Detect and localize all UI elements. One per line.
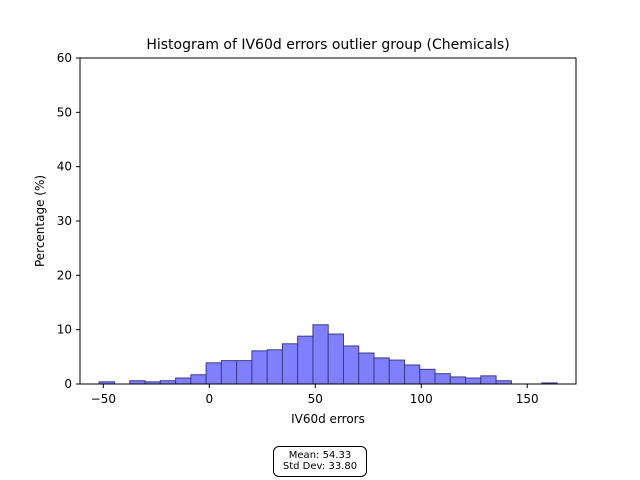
histogram-bar — [312, 324, 329, 385]
histogram-bar — [404, 364, 421, 385]
y-tick-label: 20 — [57, 268, 72, 282]
y-tick-label: 10 — [57, 323, 72, 337]
histogram-bar — [220, 360, 238, 385]
stats-mean: Mean: 54.33 — [288, 450, 352, 461]
histogram-bar — [236, 360, 253, 385]
histogram-bar — [388, 359, 406, 385]
histogram-bar — [465, 377, 482, 385]
stats-box: Mean: 54.33 Std Dev: 33.80 — [273, 446, 367, 477]
y-tick-label: 30 — [57, 214, 72, 228]
histogram-bar — [373, 357, 390, 385]
y-tick-label: 0 — [64, 377, 72, 391]
y-tick-label: 60 — [57, 51, 72, 65]
histogram-bar — [434, 373, 451, 385]
histogram-bar — [480, 375, 497, 385]
histogram-bar — [342, 345, 360, 385]
y-tick-label: 50 — [57, 105, 72, 119]
x-tick-label: 0 — [205, 392, 213, 406]
y-axis: 0 10 20 30 40 50 60 — [57, 51, 80, 391]
stats-std: Std Dev: 33.80 — [282, 461, 358, 472]
histogram-bar — [297, 335, 314, 385]
histogram-bar — [449, 376, 467, 385]
x-tick-label: 150 — [516, 392, 539, 406]
histogram-bar — [175, 377, 192, 385]
histogram-bars — [98, 324, 558, 385]
x-tick-label: −50 — [91, 392, 116, 406]
y-tick-label: 40 — [57, 160, 72, 174]
y-axis-label: Percentage (%) — [33, 175, 47, 267]
histogram-bar — [190, 374, 207, 385]
chart-title: Histogram of IV60d errors outlier group … — [146, 37, 509, 53]
histogram-bar — [251, 350, 268, 385]
histogram-bar — [266, 349, 283, 385]
histogram-bar — [281, 343, 299, 385]
histogram-bar — [358, 352, 375, 385]
x-tick-label: 100 — [410, 392, 433, 406]
histogram-bar — [419, 368, 436, 385]
histogram-bar — [205, 362, 222, 385]
x-axis-label: IV60d errors — [291, 412, 365, 426]
x-axis: −50 0 50 100 150 — [91, 384, 539, 406]
x-tick-label: 50 — [308, 392, 323, 406]
histogram-bar — [327, 333, 344, 385]
